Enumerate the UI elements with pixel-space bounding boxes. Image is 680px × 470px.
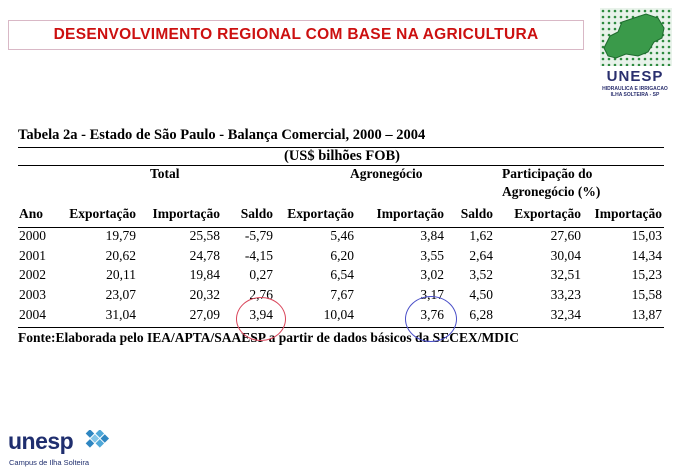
table-rule-units [18, 165, 664, 166]
highlight-circle-red [236, 297, 286, 341]
highlight-circle-blue [405, 296, 457, 342]
unesp-diamond-icon [85, 430, 110, 448]
column-header: Saldo [460, 206, 493, 221]
row-year-cell: 2001 [19, 248, 46, 263]
unesp-logo-bottom: unesp Campus de Ilha Solteira [8, 428, 118, 468]
unesp-logo-top: UNESP HIDRAULICA E IRRIGACAO ILHA SOLTEI… [594, 4, 676, 104]
table-rule-top [18, 147, 664, 148]
unesp-subtitle-2: ILHA SOLTEIRA - SP [610, 92, 660, 98]
table-cell: 13,87 [631, 307, 662, 322]
table-cell: 1,62 [469, 228, 493, 243]
table-title: Tabela 2a - Estado de São Paulo - Balanç… [18, 127, 426, 143]
table-rule-header [18, 227, 664, 228]
table-cell: 32,51 [550, 267, 581, 282]
table-cell: 3,02 [420, 267, 444, 282]
campus-label: Campus de Ilha Solteira [9, 458, 90, 467]
group-header-part-1: Participação do [502, 166, 593, 181]
column-header: Importação [594, 206, 663, 221]
column-header: Exportação [287, 206, 354, 221]
column-header: Ano [19, 206, 44, 221]
table-cell: -4,15 [244, 248, 273, 263]
column-header: Saldo [240, 206, 273, 221]
table-cell: 31,04 [105, 307, 136, 322]
table-cell: 32,34 [550, 307, 581, 322]
table-units: (US$ bilhões FOB) [284, 148, 401, 164]
table-cell: 10,04 [323, 307, 354, 322]
column-header: Importação [376, 206, 445, 221]
table-cell: 4,50 [469, 287, 493, 302]
table-cell: 6,20 [330, 248, 354, 263]
table-cell: 19,84 [189, 267, 220, 282]
banner-title: DESENVOLVIMENTO REGIONAL COM BASE NA AGR… [53, 26, 539, 43]
table-cell: 30,04 [550, 248, 581, 263]
unesp-brand-text: UNESP [606, 68, 664, 85]
table-cell: 15,03 [631, 228, 662, 243]
group-header-agro: Agronegócio [350, 166, 423, 181]
table-cell: 14,34 [631, 248, 662, 263]
table-cell: 15,23 [631, 267, 662, 282]
table-cell: 15,58 [631, 287, 662, 302]
table-cell: -5,79 [244, 228, 273, 243]
table-cell: 3,55 [420, 248, 444, 263]
table-cell: 3,52 [469, 267, 493, 282]
column-header: Exportação [69, 206, 136, 221]
row-year-cell: 2000 [19, 228, 46, 243]
column-header: Importação [152, 206, 221, 221]
group-header-part-2: Agronegócio (%) [502, 184, 601, 199]
table-cell: 7,67 [330, 287, 354, 302]
table-cell: 6,54 [330, 267, 354, 282]
table-cell: 5,46 [330, 228, 354, 243]
table-cell: 2,64 [469, 248, 493, 263]
table-cell: 33,23 [550, 287, 581, 302]
column-header: Exportação [514, 206, 581, 221]
table-rule-bottom [18, 327, 664, 328]
row-year-cell: 2004 [19, 307, 46, 322]
group-header-total: Total [150, 166, 180, 181]
table-cell: 20,32 [189, 287, 220, 302]
table-cell: 20,11 [106, 267, 136, 282]
row-year-cell: 2002 [19, 267, 46, 282]
sao-paulo-map-icon [600, 8, 672, 66]
table-cell: 27,60 [550, 228, 581, 243]
table-cell: 19,79 [105, 228, 136, 243]
table-cell: 6,28 [469, 307, 493, 322]
table-cell: 0,27 [249, 267, 273, 282]
table-cell: 23,07 [105, 287, 136, 302]
table-cell: 27,09 [189, 307, 220, 322]
unesp-subtitle-1: HIDRAULICA E IRRIGACAO [602, 86, 668, 92]
row-year-cell: 2003 [19, 287, 46, 302]
table-cell: 24,78 [189, 248, 220, 263]
table-cell: 20,62 [105, 248, 136, 263]
table-cell: 25,58 [189, 228, 220, 243]
table-cell: 3,84 [420, 228, 444, 243]
unesp-wordmark: unesp [8, 428, 74, 454]
title-banner: DESENVOLVIMENTO REGIONAL COM BASE NA AGR… [8, 20, 584, 50]
